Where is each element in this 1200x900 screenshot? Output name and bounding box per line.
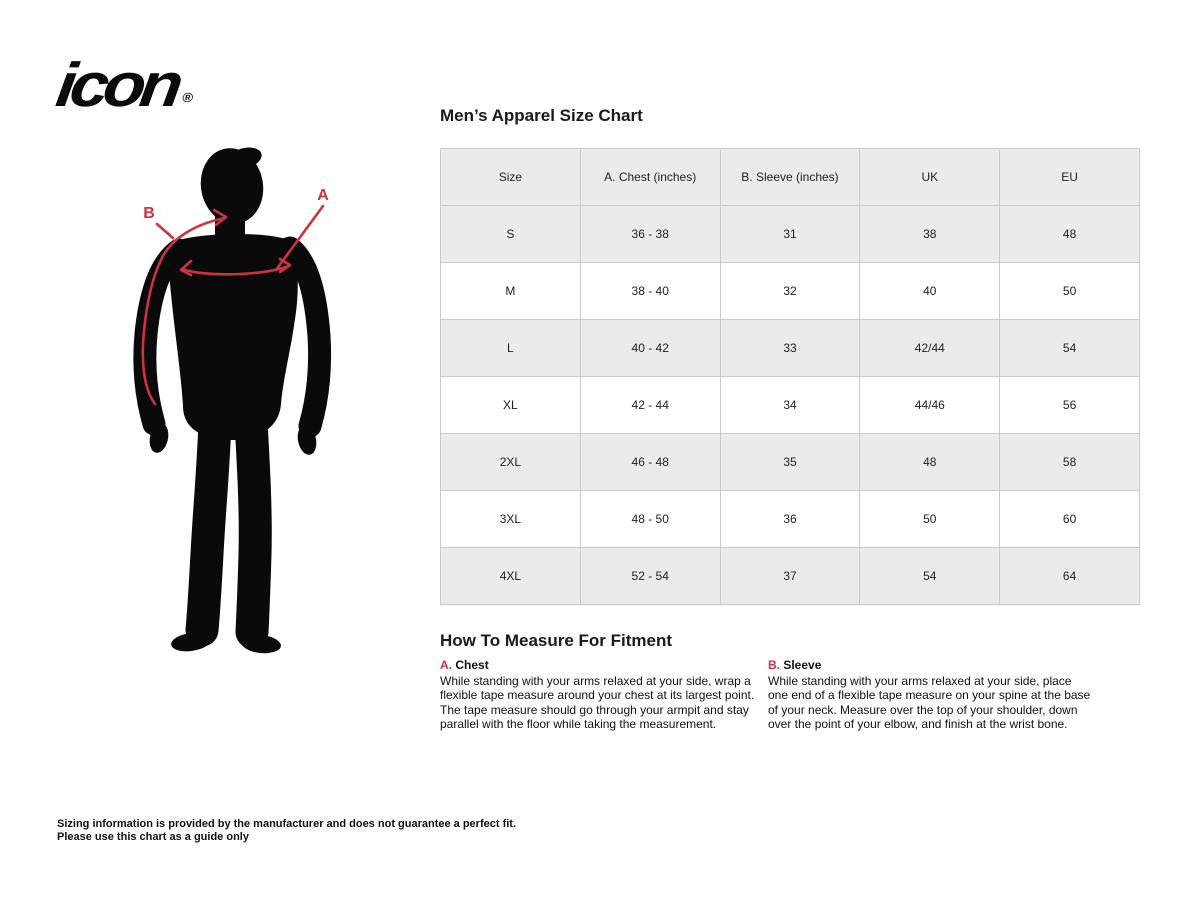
disclaimer-line-1: Sizing information is provided by the ma… — [57, 818, 517, 830]
table-cell: 58 — [999, 433, 1140, 491]
sleeve-measure-line — [141, 216, 227, 406]
table-cell: 3XL — [440, 490, 581, 548]
table-cell: 50 — [859, 490, 1001, 548]
measure-name-sleeve: Sleeve — [783, 658, 822, 672]
table-cell: 38 - 40 — [579, 262, 721, 320]
table-cell: 42/44 — [859, 319, 1001, 377]
measure-section-chest-heading: A. Chest — [440, 658, 766, 673]
table-cell: 36 - 38 — [579, 205, 721, 263]
measure-section-sleeve: B. Sleeve While standing with your arms … — [768, 658, 1094, 732]
measure-name-chest: Chest — [455, 658, 489, 672]
table-cell: 54 — [859, 547, 1001, 605]
table-cell: 48 — [999, 205, 1140, 263]
man-silhouette-icon — [133, 147, 332, 654]
table-cell: 48 — [859, 433, 1001, 491]
table-cell: 40 — [859, 262, 1001, 320]
registered-trademark-icon: ® — [181, 90, 195, 105]
table-cell: 33 — [719, 319, 861, 377]
table-row: 4XL 52 - 54 37 54 64 — [440, 547, 1140, 605]
table-cell: XL — [440, 376, 581, 434]
figure-label-a: A — [317, 187, 329, 204]
table-cell: 40 - 42 — [579, 319, 721, 377]
column-header: B. Sleeve (inches) — [719, 148, 861, 206]
table-row: M 38 - 40 32 40 50 — [440, 262, 1140, 320]
table-cell: 42 - 44 — [579, 376, 721, 434]
table-row: L 40 - 42 33 42/44 54 — [440, 319, 1140, 377]
chest-line-left-arrow-icon — [179, 259, 193, 277]
table-cell: 64 — [999, 547, 1140, 605]
table-cell: 2XL — [440, 433, 581, 491]
disclaimer-line-2: Please use this chart as a guide only — [57, 830, 249, 843]
table-cell: 46 - 48 — [579, 433, 721, 491]
measure-letter-b: B. — [768, 658, 780, 672]
figure-label-b: B — [143, 205, 155, 222]
size-table: Size A. Chest (inches) B. Sleeve (inches) U… — [440, 148, 1140, 605]
table-row: XL 42 - 44 34 44/46 56 — [440, 376, 1140, 434]
measure-letter-a: A. — [440, 658, 452, 672]
label-a-leader-line — [274, 204, 325, 272]
sleeve-line-arrow-icon — [212, 208, 228, 227]
table-row: 2XL 46 - 48 35 48 58 — [440, 433, 1140, 491]
column-header: UK — [859, 148, 1001, 206]
table-cell: 32 — [719, 262, 861, 320]
table-row: S 36 - 38 31 38 48 — [440, 205, 1140, 263]
measure-text-sleeve: While standing with your arms relaxed at… — [768, 673, 1091, 732]
measure-section-chest: A. Chest While standing with your arms r… — [440, 658, 766, 732]
table-cell: 48 - 50 — [579, 490, 721, 548]
measurement-figure: A B — [133, 147, 332, 654]
brand-logo-text: icon — [52, 51, 183, 120]
table-cell: 36 — [719, 490, 861, 548]
column-header: Size — [440, 148, 581, 206]
table-cell: 4XL — [440, 547, 581, 605]
chest-measure-line — [180, 264, 291, 276]
table-cell: 38 — [859, 205, 1001, 263]
brand-logo: icon® — [52, 50, 200, 121]
measure-section-sleeve-heading: B. Sleeve — [768, 658, 1094, 673]
how-to-measure-title: How To Measure For Fitment — [440, 631, 673, 650]
table-cell: 37 — [719, 547, 861, 605]
disclaimer: Sizing information is provided by the ma… — [57, 818, 516, 843]
table-cell: 54 — [999, 319, 1140, 377]
table-cell: M — [440, 262, 581, 320]
table-row: 3XL 48 - 50 36 50 60 — [440, 490, 1140, 548]
table-cell: 44/46 — [859, 376, 1001, 434]
table-cell: 60 — [999, 490, 1140, 548]
table-cell: 56 — [999, 376, 1140, 434]
table-cell: 50 — [999, 262, 1140, 320]
table-cell: 34 — [719, 376, 861, 434]
size-chart-title: Men’s Apparel Size Chart — [440, 106, 643, 125]
size-table-body: S 36 - 38 31 38 48 M 38 - 40 32 40 50 L 40 - 42 33 42… — [440, 205, 1140, 605]
table-cell: S — [440, 205, 581, 263]
label-b-leader-line — [155, 222, 175, 240]
column-header: EU — [999, 148, 1140, 206]
measure-text-chest: While standing with your arms relaxed at… — [440, 673, 755, 732]
table-cell: 31 — [719, 205, 861, 263]
table-cell: L — [440, 319, 581, 377]
header-row: Size A. Chest (inches) B. Sleeve (inches) U… — [440, 148, 1140, 206]
table-cell: 52 - 54 — [579, 547, 721, 605]
column-header: A. Chest (inches) — [579, 148, 721, 206]
table-cell: 35 — [719, 433, 861, 491]
